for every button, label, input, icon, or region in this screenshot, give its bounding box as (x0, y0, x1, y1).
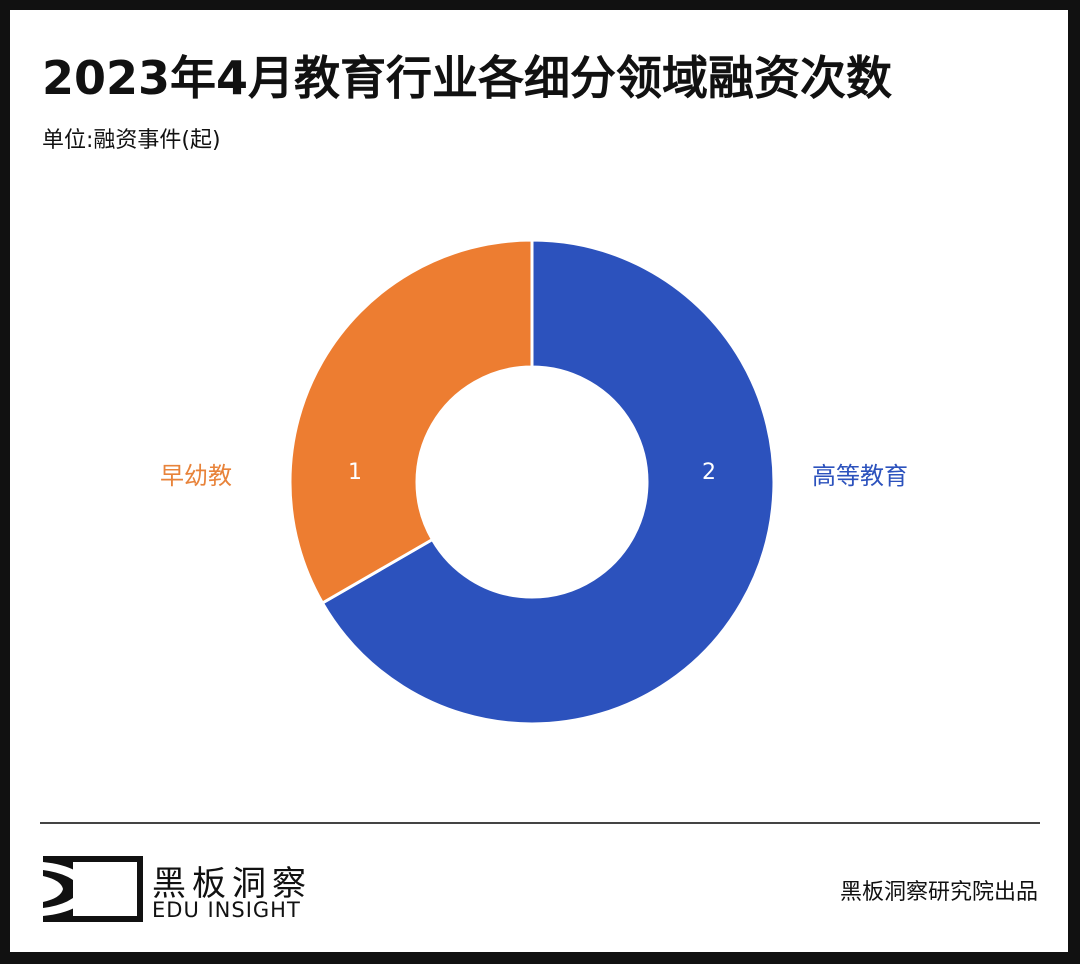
chart-subtitle: 单位:融资事件(起) (42, 128, 221, 153)
slice-early-childhood (288, 238, 534, 606)
category-label-early-childhood: 早幼教 (160, 462, 232, 490)
credit-text: 黑板洞察研究院出品 (839, 880, 1038, 905)
logo-text-en: EDU INSIGHT (152, 898, 301, 922)
slice-higher-education (320, 238, 776, 726)
value-label-higher-education: 2 (702, 460, 716, 485)
donut-chart (288, 238, 776, 726)
value-label-early-childhood: 1 (348, 460, 362, 485)
chart-title: 2023年4月教育行业各细分领域融资次数 (42, 51, 893, 105)
chart-card: 2023年4月教育行业各细分领域融资次数 单位:融资事件(起) 1 2 早幼教 … (10, 10, 1068, 952)
category-label-higher-education: 高等教育 (812, 462, 908, 490)
footer-divider (40, 822, 1040, 824)
edu-insight-logo-icon (43, 856, 143, 922)
logo-text-cn: 黑板洞察 (152, 864, 312, 904)
